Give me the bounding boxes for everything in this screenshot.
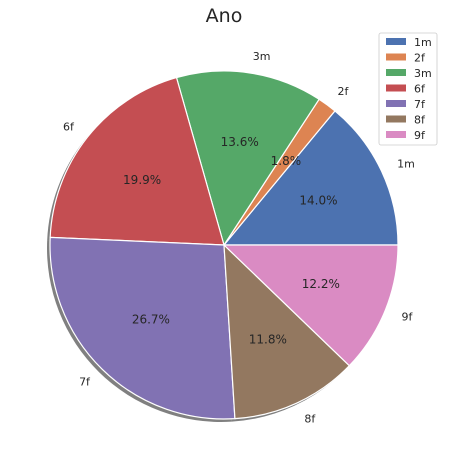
slice-pct-1m: 14.0% — [299, 194, 337, 208]
legend-label-6f: 6f — [414, 83, 426, 96]
legend-swatch-2f — [386, 53, 406, 61]
slice-labels: 1m 2f 3m 6f 7f 8f 9f — [63, 50, 415, 426]
legend-label-7f: 7f — [414, 98, 426, 111]
legend-swatch-1m — [386, 38, 406, 45]
legend-label-3m: 3m — [414, 67, 432, 80]
pie-slice-7f — [49, 236, 236, 420]
slice-label-1m: 1m — [397, 158, 415, 171]
slice-pct-6f: 19.9% — [123, 173, 161, 187]
slice-label-9f: 9f — [402, 311, 414, 324]
legend-label-2f: 2f — [414, 52, 426, 65]
pie-slice-9f — [222, 244, 399, 367]
legend-swatch-6f — [386, 84, 406, 92]
legend-swatch-9f — [386, 131, 406, 138]
legend-swatch-8f — [386, 115, 406, 123]
slice-label-3m: 3m — [253, 50, 271, 63]
chart-title: Ano — [206, 5, 243, 27]
legend: 1m 2f 3m 6f 7f 8f 9f — [378, 32, 438, 146]
slice-pct-2f: 1.8% — [271, 154, 302, 168]
legend-label-1m: 1m — [414, 36, 432, 49]
legend-label-9f: 9f — [414, 129, 426, 142]
pie-slices — [49, 70, 399, 420]
slice-label-8f: 8f — [304, 413, 316, 426]
slice-pct-3m: 13.6% — [221, 135, 259, 149]
pie-slice-8f — [223, 243, 351, 420]
slice-label-2f: 2f — [337, 85, 349, 98]
slice-label-6f: 6f — [63, 120, 75, 133]
pie-slice-1m — [222, 110, 399, 246]
legend-swatch-3m — [386, 69, 406, 76]
legend-label-8f: 8f — [414, 114, 426, 127]
slice-pct-9f: 12.2% — [302, 277, 340, 291]
slice-pct-7f: 26.7% — [132, 313, 170, 327]
legend-swatch-7f — [386, 100, 406, 107]
percentage-labels: 14.0% 1.8% 13.6% 19.9% 26.7% 11.8% 12.2% — [123, 135, 340, 347]
pie-slice-6f — [49, 76, 225, 246]
slice-pct-8f: 11.8% — [249, 333, 287, 347]
slice-label-7f: 7f — [79, 376, 91, 389]
